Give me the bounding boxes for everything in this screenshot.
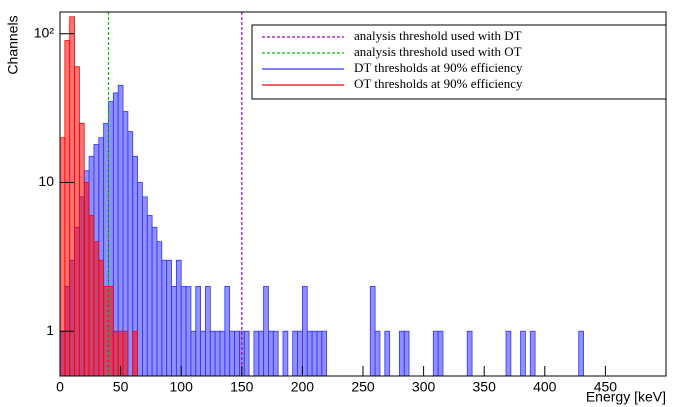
legend-label: analysis threshold used with OT [354, 44, 522, 59]
histogram-bar [437, 330, 444, 377]
legend-label: DT thresholds at 90% efficiency [354, 60, 523, 75]
histogram-bar [93, 241, 100, 377]
histogram-bar [195, 286, 201, 377]
histogram-bar [369, 286, 376, 377]
x-tick-label: 50 [113, 379, 129, 395]
histogram-bar [161, 259, 168, 377]
histogram-bar [224, 286, 231, 377]
y-tick-label: 10 [38, 173, 54, 189]
histogram-bar [214, 330, 221, 377]
histogram-bar [190, 330, 197, 377]
histogram-bar [311, 330, 318, 377]
histogram-bar [156, 241, 163, 377]
histogram-bar [88, 215, 95, 377]
histogram-bar [282, 330, 289, 377]
y-tick-label: 1 [46, 322, 54, 338]
histogram-bar [146, 215, 153, 377]
histogram-bar [505, 330, 512, 377]
histogram-bar [466, 330, 473, 377]
histogram-bar [171, 286, 177, 377]
histogram-bar [384, 330, 391, 377]
histogram-bar [137, 182, 143, 377]
histogram-bar [263, 286, 269, 377]
histogram-bar [74, 66, 80, 377]
histogram-bar [205, 286, 211, 377]
histogram-bar [258, 330, 265, 377]
x-tick-label: 350 [473, 379, 497, 395]
x-tick-label: 300 [412, 379, 436, 395]
x-tick-label: 200 [291, 379, 315, 395]
histogram-bar [83, 182, 90, 377]
histogram-bar [59, 137, 66, 377]
histogram-bar [175, 259, 182, 377]
histogram-bar [292, 330, 298, 377]
histogram-bar [297, 330, 303, 377]
histogram-bar [69, 16, 75, 377]
histogram-bar [321, 330, 328, 377]
histogram-bar [103, 286, 109, 377]
histogram-bar [185, 286, 192, 377]
histogram-bar [306, 330, 313, 377]
histogram-bar [200, 330, 206, 377]
histogram-bar [166, 259, 172, 377]
histogram-bar [529, 330, 536, 377]
histogram-bar [243, 330, 250, 377]
histogram-bar [520, 330, 526, 377]
histogram-bar [180, 286, 187, 377]
histogram-bar [403, 330, 410, 377]
histogram-bar [272, 330, 279, 377]
histogram-bar [398, 330, 405, 377]
x-axis-label: Energy [keV] [586, 389, 666, 405]
x-tick-label: 0 [56, 379, 64, 395]
histogram-bar [234, 330, 240, 377]
histogram-bar [132, 330, 138, 377]
histogram-bar [142, 196, 148, 377]
x-tick-label: 450 [594, 379, 618, 395]
legend-label: analysis threshold used with DT [354, 28, 522, 43]
x-tick-label: 250 [351, 379, 375, 395]
legend-box [251, 24, 667, 100]
histogram-bar [268, 330, 274, 377]
histogram-bar [432, 330, 439, 377]
histogram-bar [374, 330, 381, 377]
histogram-bar [122, 330, 129, 377]
x-tick-label: 100 [170, 379, 194, 395]
histogram-bar [209, 330, 216, 377]
histogram-bar [219, 330, 226, 377]
histogram-bar [316, 330, 323, 377]
histogram-bar [578, 330, 584, 377]
histogram-bar [78, 122, 85, 377]
histogram-bar [151, 226, 158, 377]
histogram-bar [98, 259, 105, 377]
histogram-bar [108, 286, 114, 377]
histogram-bar [253, 330, 260, 377]
x-tick-label: 400 [533, 379, 557, 395]
histogram-bar [229, 330, 235, 377]
histogram-bar [127, 131, 134, 377]
histogram-bar [112, 330, 119, 377]
histogram-bar [64, 40, 71, 377]
legend-label: OT thresholds at 90% efficiency [354, 76, 523, 91]
x-tick-label: 150 [230, 379, 254, 395]
y-axis-label: Channels [5, 15, 21, 74]
y-tick-label: 10² [34, 24, 55, 40]
histogram-bar [301, 286, 308, 377]
